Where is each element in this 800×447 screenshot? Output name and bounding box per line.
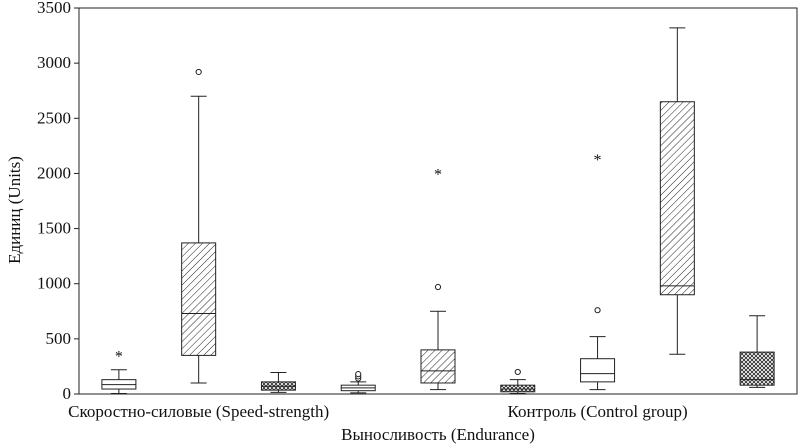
y-axis-title: Единиц (Units) (5, 156, 24, 264)
outlier-point (355, 371, 362, 378)
extreme-point: * (434, 166, 442, 183)
outlier-point (195, 68, 202, 76)
box-group (659, 27, 695, 355)
extreme-point: * (115, 348, 123, 365)
outlier-point (434, 283, 442, 291)
box-group: * (580, 152, 616, 391)
y-tick-label: 500 (46, 329, 72, 348)
group-label: Выносливость (Endurance) (341, 425, 535, 444)
outlier-point (594, 307, 601, 314)
y-tick-label: 1500 (37, 219, 71, 238)
box-group (260, 371, 296, 393)
box-iqr (739, 351, 775, 386)
box-iqr (420, 349, 456, 384)
y-tick-label: 3500 (37, 0, 71, 17)
group-label: Контроль (Control group) (507, 402, 687, 421)
box-group (340, 371, 376, 394)
box-iqr (580, 358, 616, 383)
box-iqr (500, 384, 536, 393)
group-label: Скоростно-силовые (Speed-strength) (68, 402, 329, 421)
box-group: * (101, 348, 137, 394)
y-tick-label: 3000 (37, 53, 71, 72)
y-tick-label: 2000 (37, 163, 71, 182)
box-group (739, 315, 775, 388)
y-tick-label: 1000 (37, 274, 71, 293)
box-group: * (420, 166, 456, 391)
extreme-point: * (594, 152, 602, 169)
box-group (500, 368, 536, 394)
outlier-point (514, 368, 521, 376)
box-group (181, 68, 217, 384)
box-iqr (659, 101, 695, 296)
y-tick-label: 2500 (37, 108, 71, 127)
box-series: * * * (101, 27, 775, 394)
x-axis-labels: Скоростно-силовые (Speed-strength) Выносл… (68, 402, 688, 444)
plot-frame (78, 7, 798, 395)
box-iqr (181, 242, 217, 356)
y-tick-label: 0 (63, 384, 72, 403)
y-axis: 0 500 1000 1500 2000 2500 3000 3500 (37, 0, 798, 403)
